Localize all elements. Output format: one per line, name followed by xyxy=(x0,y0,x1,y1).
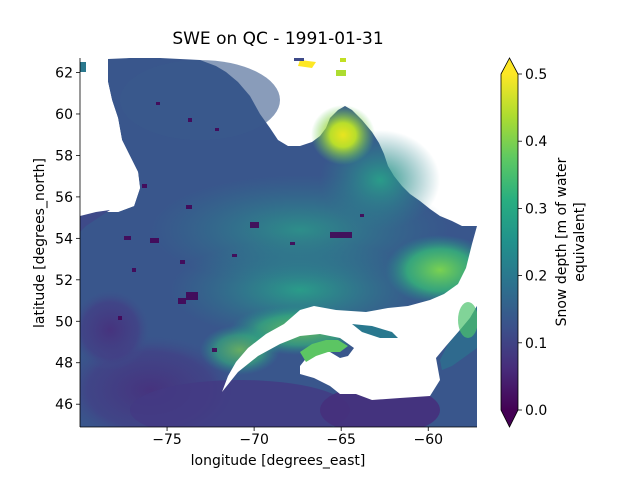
x-tick-label: −60 xyxy=(413,432,443,448)
x-axis-label: longitude [degrees_east] xyxy=(191,453,366,469)
colorbar-tick-label: 0.1 xyxy=(525,336,547,352)
west-coast-strip xyxy=(80,210,110,232)
colorbar-tick-label: 0.0 xyxy=(525,403,547,419)
y-axis-label: latitude [degrees_north] xyxy=(32,158,48,328)
y-tick-label: 54 xyxy=(55,231,73,247)
y-tick-label: 56 xyxy=(55,190,73,206)
y-tick-label: 46 xyxy=(55,397,73,413)
y-tick-label: 58 xyxy=(55,148,73,164)
low-swe-speckles xyxy=(118,102,364,352)
x-axis-ticks: −75 −70 −65 −60 xyxy=(152,427,443,448)
st-lawrence xyxy=(222,226,477,400)
colorbar-label-line2: equivalent] xyxy=(572,202,588,281)
anticosti xyxy=(352,324,398,338)
y-tick-label: 48 xyxy=(55,356,73,372)
gaspe xyxy=(300,340,348,362)
ungava-peak xyxy=(311,105,375,165)
colorbar-label-line1: Snow depth [m of water xyxy=(554,157,570,326)
colorbar: 0.0 0.1 0.2 0.3 0.4 0.5 Snow depth [m of wate… xyxy=(500,57,588,428)
y-tick-label: 50 xyxy=(55,314,73,330)
colorbar-ticks: 0.0 0.1 0.2 0.3 0.4 0.5 xyxy=(518,67,547,419)
colorbar-extend-min xyxy=(501,410,518,427)
colorbar-tick-label: 0.3 xyxy=(525,201,547,217)
x-tick-label: −70 xyxy=(239,432,269,448)
colorbar-tick-label: 0.4 xyxy=(525,134,547,150)
chart-title: SWE on QC - 1991-01-31 xyxy=(172,29,383,49)
plot-area xyxy=(80,58,477,427)
ungava-bay xyxy=(262,58,352,100)
y-tick-label: 52 xyxy=(55,273,73,289)
colorbar-tick-label: 0.5 xyxy=(525,67,547,83)
x-tick-label: −75 xyxy=(152,432,182,448)
y-tick-label: 62 xyxy=(55,66,73,82)
labrador-green xyxy=(385,235,477,305)
colorbar-tick-label: 0.2 xyxy=(525,269,547,285)
x-tick-label: −65 xyxy=(326,432,356,448)
y-tick-label: 60 xyxy=(55,107,73,123)
hudson-bay xyxy=(80,58,106,86)
y-axis-ticks: 46 48 50 52 54 56 58 60 62 xyxy=(55,66,80,413)
colorbar-body xyxy=(501,74,518,410)
colorbar-extend-max xyxy=(501,58,518,74)
northern-islands xyxy=(298,60,316,68)
